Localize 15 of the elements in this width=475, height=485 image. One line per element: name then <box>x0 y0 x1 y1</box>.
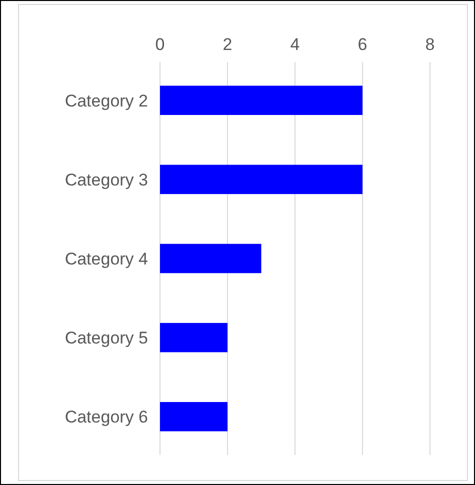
y-tick-label: Category 2 <box>64 91 148 110</box>
bar <box>160 402 228 432</box>
y-tick-label: Category 4 <box>64 249 148 268</box>
x-tick-label: 6 <box>358 35 368 54</box>
bar <box>160 164 362 194</box>
bar <box>160 86 362 115</box>
x-tick-label: 0 <box>155 35 165 54</box>
x-tick-label: 4 <box>290 35 300 54</box>
x-tick-label: 2 <box>222 35 232 54</box>
x-tick-label: 8 <box>425 35 435 54</box>
y-tick-label: Category 3 <box>64 170 148 190</box>
bar <box>160 244 262 274</box>
bar <box>160 322 228 352</box>
y-tick-label: Category 5 <box>64 328 148 348</box>
y-tick-label: Category 6 <box>64 408 148 427</box>
